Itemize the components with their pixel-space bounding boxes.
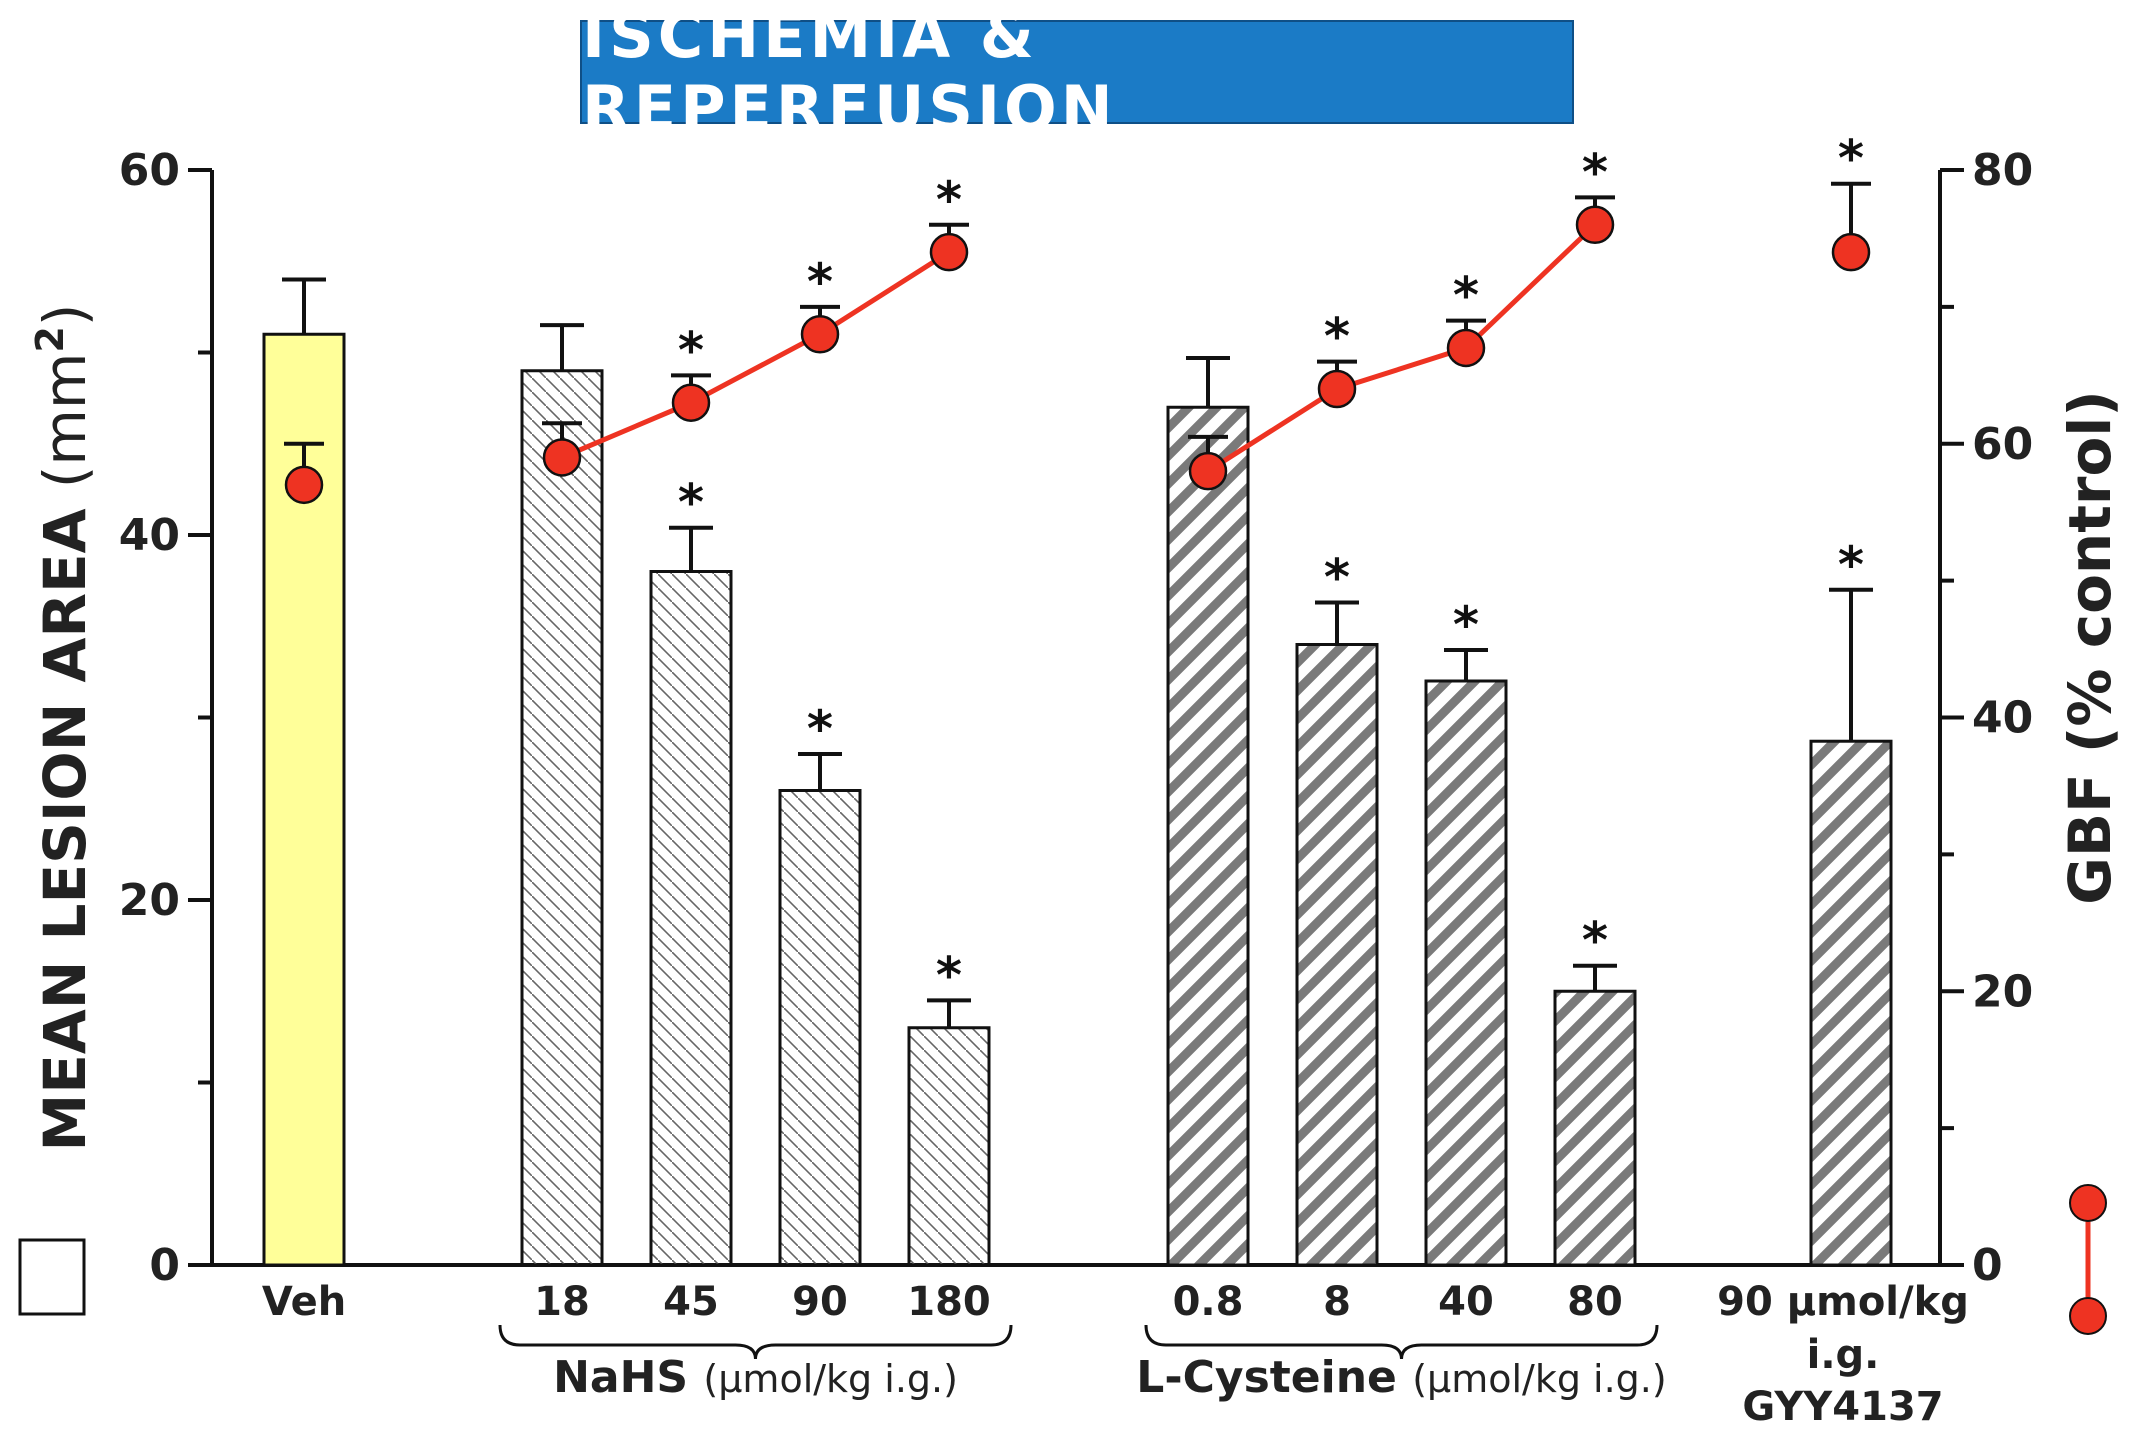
category-label: 8 — [1323, 1279, 1351, 1325]
left-tick-label: 20 — [119, 875, 180, 926]
group-brace — [498, 1324, 1013, 1360]
right-tick-label: 20 — [1972, 966, 2033, 1017]
bar-significance-star: * — [1582, 912, 1608, 970]
gbf-point — [1575, 205, 1615, 244]
gbf-point — [1446, 328, 1486, 368]
left-tick-label: 60 — [119, 145, 180, 196]
gbf-point — [671, 383, 711, 422]
gbf-significance-star: * — [1838, 130, 1864, 188]
bar — [649, 570, 733, 1267]
bar — [778, 789, 862, 1267]
category-label: 18 — [534, 1279, 590, 1325]
bar-significance-star: * — [1838, 536, 1864, 594]
category-label: 80 — [1567, 1279, 1623, 1325]
bar — [520, 369, 604, 1267]
bar — [1424, 679, 1508, 1267]
bar — [1295, 643, 1379, 1267]
category-label-extra: GYY4137 — [1742, 1384, 1943, 1430]
category-label: Veh — [262, 1279, 346, 1325]
bar — [907, 1026, 991, 1267]
group-label: NaHS (µmol/kg i.g.) — [553, 1352, 958, 1403]
bar-significance-star: * — [1453, 596, 1479, 654]
right-tick-label: 0 — [1972, 1240, 2003, 1291]
gbf-point — [1188, 451, 1228, 491]
gbf-significance-star: * — [1453, 267, 1479, 325]
group-brace — [1144, 1324, 1659, 1360]
category-label: 0.8 — [1173, 1279, 1244, 1325]
gbf-significance-star: * — [1582, 143, 1608, 201]
bar — [1809, 739, 1893, 1267]
legend-bar-swatch — [18, 1238, 86, 1316]
left-tick-label: 40 — [119, 510, 180, 561]
right-tick-label: 60 — [1972, 419, 2033, 470]
bar-significance-star: * — [1324, 549, 1350, 607]
bar-significance-star: * — [678, 474, 704, 532]
gbf-significance-star: * — [807, 253, 833, 311]
gbf-line-segment — [561, 250, 951, 460]
legend-point-bottom — [2069, 1297, 2107, 1335]
legend-point-top — [2069, 1184, 2107, 1222]
left-tick-label: 0 — [149, 1240, 180, 1291]
right-tick-label: 80 — [1972, 145, 2033, 196]
group-label: L-Cysteine (µmol/kg i.g.) — [1136, 1352, 1666, 1403]
category-label: 90 µmol/kg — [1717, 1279, 1969, 1325]
right-tick-label: 40 — [1972, 693, 2033, 744]
category-label: 180 — [907, 1279, 991, 1325]
category-label: 40 — [1438, 1279, 1494, 1325]
category-label-extra: i.g. — [1807, 1332, 1880, 1378]
gbf-point — [542, 438, 582, 477]
chart-title: ISCHEMIA & REPERFUSION — [582, 0, 1117, 145]
gbf-point — [284, 465, 324, 505]
bar — [1553, 989, 1637, 1267]
gbf-significance-star: * — [936, 171, 962, 229]
gbf-significance-star: * — [1324, 308, 1350, 366]
bar-significance-star: * — [936, 946, 962, 1004]
gbf-point — [1831, 232, 1871, 272]
gbf-point — [929, 232, 969, 272]
chart-title-box: ISCHEMIA & REPERFUSION — [580, 0, 1574, 145]
category-label: 90 — [792, 1279, 848, 1325]
gbf-significance-star: * — [678, 321, 704, 379]
bar-significance-star: * — [807, 700, 833, 758]
gbf-point — [1317, 369, 1357, 409]
category-label: 45 — [663, 1279, 719, 1325]
left-axis-label: MEAN LESION AREA (mm2) — [28, 304, 99, 1152]
right-axis-label: GBF (% control) — [2056, 390, 2124, 905]
gbf-point — [800, 315, 840, 354]
gbf-line-segment — [1206, 222, 1597, 474]
bar — [1166, 405, 1250, 1267]
